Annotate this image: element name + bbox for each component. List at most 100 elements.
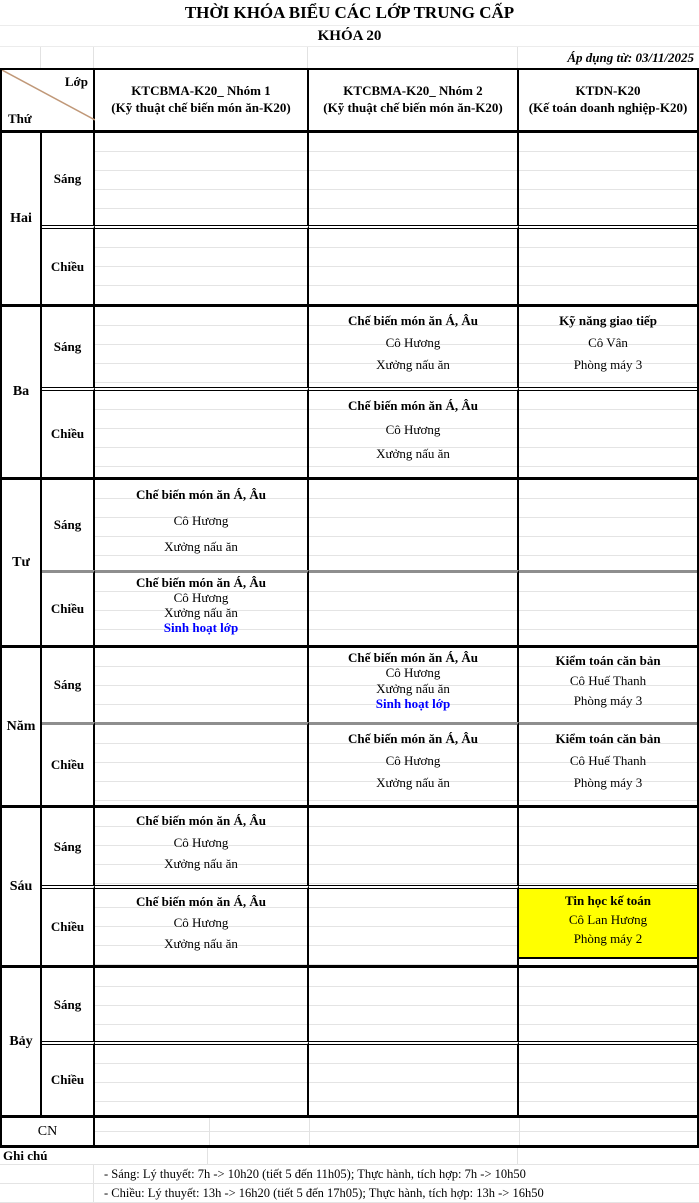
- cell-ba-afternoon-nhom2: Chế biến món ăn Á, Âu Cô Hương Xưởng nấu…: [309, 387, 519, 477]
- teacher-line: Cô Hương: [385, 665, 441, 681]
- teacher-line: Cô Hương: [385, 335, 441, 351]
- day-row-nam: Năm Sáng Chế biến món ăn Á, Âu Cô Hương …: [2, 645, 697, 805]
- table-header-row: Lớp Thứ KTCBMA-K20_ Nhóm 1 (Kỹ thuật chế…: [2, 68, 697, 130]
- session-label-afternoon: Chiều: [42, 1041, 95, 1115]
- page-subtitle: KHÓA 20: [0, 26, 699, 47]
- room-line: Xưởng nấu ăn: [376, 446, 450, 462]
- cell-tu-morning-ktdn: [519, 480, 697, 570]
- room-line: Phòng máy 3: [573, 693, 643, 709]
- subject-line: Tin học kế toán: [564, 893, 652, 909]
- subject-line: Chế biến món ăn Á, Âu: [135, 813, 267, 829]
- subject-line: Chế biến món ăn Á, Âu: [135, 487, 267, 503]
- cell-bay-afternoon-ktdn: [519, 1041, 697, 1115]
- grid-vline: [519, 1118, 520, 1145]
- day-row-sau: Sáu Sáng Chế biến món ăn Á, Âu Cô Hương …: [2, 805, 697, 965]
- session-label-morning: Sáng: [42, 648, 95, 722]
- grid-vline: [517, 1148, 518, 1164]
- cell-ba-morning-nhom2: Chế biến món ăn Á, Âu Cô Hương Xưởng nấu…: [309, 307, 519, 387]
- teacher-line: Cô Hương: [173, 834, 229, 850]
- notes-header: Ghi chú: [0, 1148, 699, 1165]
- grid-vline: [93, 1165, 94, 1183]
- teacher-line: Cô Hương: [385, 422, 441, 438]
- session-label-afternoon: Chiều: [42, 570, 95, 645]
- day-row-ba: Ba Sáng Chế biến món ăn Á, Âu Cô Hương X…: [2, 304, 697, 477]
- day-label-hai: Hai: [2, 133, 42, 304]
- corner-label-thu: Thứ: [8, 111, 32, 126]
- day-label-nam: Năm: [2, 648, 42, 805]
- cell-hai-morning-ktdn: [519, 133, 697, 225]
- corner-cell: Lớp Thứ: [2, 70, 95, 130]
- column-header-nhom1: KTCBMA-K20_ Nhóm 1 (Kỹ thuật chế biến mó…: [95, 70, 309, 130]
- highlighted-cell: Tin học kế toán Cô Lan Hương Phòng máy 2: [519, 889, 697, 959]
- cell-sau-afternoon-nhom1: Chế biến món ăn Á, Âu Cô Hương Xưởng nấu…: [95, 885, 309, 965]
- note-afternoon-text: - Chiều: Lý thuyết: 13h -> 16h20 (tiết 5…: [104, 1186, 544, 1200]
- subject-line: Chế biến món ăn Á, Âu: [347, 397, 479, 413]
- teacher-line: Cô Hương: [173, 513, 229, 529]
- notes-header-text: Ghi chú: [3, 1148, 48, 1163]
- diagonal-line: [2, 70, 95, 121]
- cell-cn-content: [95, 1118, 697, 1145]
- cell-hai-morning-nhom1: [95, 133, 309, 225]
- session-label-morning: Sáng: [42, 808, 95, 885]
- cell-nam-morning-nhom2: Chế biến món ăn Á, Âu Cô Hương Xưởng nấu…: [309, 648, 519, 722]
- day-label-sau: Sáu: [2, 808, 42, 965]
- room-line: Xưởng nấu ăn: [164, 604, 238, 620]
- room-line: Phòng máy 3: [573, 357, 643, 373]
- teacher-line: Cô Huế Thanh: [569, 673, 647, 689]
- cell-ba-morning-ktdn: Kỹ năng giao tiếp Cô Vân Phòng máy 3: [519, 307, 697, 387]
- subject-line: Chế biến món ăn Á, Âu: [135, 575, 267, 590]
- teacher-line: Cô Huế Thanh: [569, 753, 647, 769]
- cell-ba-afternoon-nhom1: [95, 387, 309, 477]
- room-line: Xưởng nấu ăn: [164, 855, 238, 871]
- cell-ba-morning-nhom1: [95, 307, 309, 387]
- cell-tu-afternoon-nhom2: [309, 570, 519, 645]
- cell-tu-afternoon-ktdn: [519, 570, 697, 645]
- session-label-morning: Sáng: [42, 307, 95, 387]
- note-afternoon: - Chiều: Lý thuyết: 13h -> 16h20 (tiết 5…: [0, 1184, 699, 1203]
- grid-vline: [517, 47, 518, 68]
- class-activity-line: Sinh hoạt lớp: [375, 695, 451, 711]
- cell-sau-morning-nhom2: [309, 808, 519, 885]
- cell-nam-morning-nhom1: [95, 648, 309, 722]
- cell-bay-morning-nhom1: [95, 968, 309, 1041]
- day-row-cn: CN: [2, 1115, 697, 1145]
- cell-tu-morning-nhom2: [309, 480, 519, 570]
- note-morning-text: - Sáng: Lý thuyết: 7h -> 10h20 (tiết 5 đ…: [104, 1167, 526, 1181]
- class-desc: (Kế toán doanh nghiệp-K20): [528, 100, 688, 115]
- cell-ba-afternoon-ktdn: [519, 387, 697, 477]
- cell-hai-afternoon-ktdn: [519, 225, 697, 304]
- room-line: Phòng máy 2: [573, 931, 643, 947]
- session-label-morning: Sáng: [42, 133, 95, 225]
- cell-sau-morning-nhom1: Chế biến món ăn Á, Âu Cô Hương Xưởng nấu…: [95, 808, 309, 885]
- applied-from-text: Áp dụng từ: 03/11/2025: [567, 50, 694, 65]
- day-label-cn: CN: [2, 1118, 95, 1145]
- class-desc: (Kỹ thuật chế biến món ăn-K20): [323, 100, 503, 115]
- session-label-afternoon: Chiều: [42, 387, 95, 477]
- page-title: THỜI KHÓA BIỂU CÁC LỚP TRUNG CẤP: [0, 0, 699, 26]
- room-line: Xưởng nấu ăn: [164, 936, 238, 952]
- cell-tu-morning-nhom1: Chế biến món ăn Á, Âu Cô Hương Xưởng nấu…: [95, 480, 309, 570]
- grid-vline: [307, 47, 308, 68]
- room-line: Phòng máy 3: [573, 775, 643, 791]
- class-desc: (Kỹ thuật chế biến món ăn-K20): [111, 100, 291, 115]
- session-label-afternoon: Chiều: [42, 722, 95, 805]
- grid-vline: [207, 1148, 208, 1164]
- cell-bay-afternoon-nhom1: [95, 1041, 309, 1115]
- cell-nam-afternoon-nhom1: [95, 722, 309, 805]
- cell-bay-morning-nhom2: [309, 968, 519, 1041]
- subject-line: Chế biến món ăn Á, Âu: [135, 894, 267, 910]
- grid-vline: [209, 1118, 210, 1145]
- teacher-line: Cô Vân: [588, 335, 628, 351]
- cell-bay-morning-ktdn: [519, 968, 697, 1041]
- day-row-bay: Bảy Sáng Chiều: [2, 965, 697, 1115]
- grid-vline: [40, 47, 41, 68]
- cell-nam-afternoon-ktdn: Kiểm toán căn bản Cô Huế Thanh Phòng máy…: [519, 722, 697, 805]
- teacher-line: Cô Lan Hương: [568, 912, 648, 928]
- class-name: KTCBMA-K20_ Nhóm 1: [131, 83, 271, 99]
- teacher-line: Cô Hương: [173, 589, 229, 605]
- class-name: KTCBMA-K20_ Nhóm 2: [343, 83, 483, 99]
- cell-nam-morning-ktdn: Kiểm toán căn bản Cô Huế Thanh Phòng máy…: [519, 648, 697, 722]
- cell-hai-afternoon-nhom2: [309, 225, 519, 304]
- session-label-morning: Sáng: [42, 480, 95, 570]
